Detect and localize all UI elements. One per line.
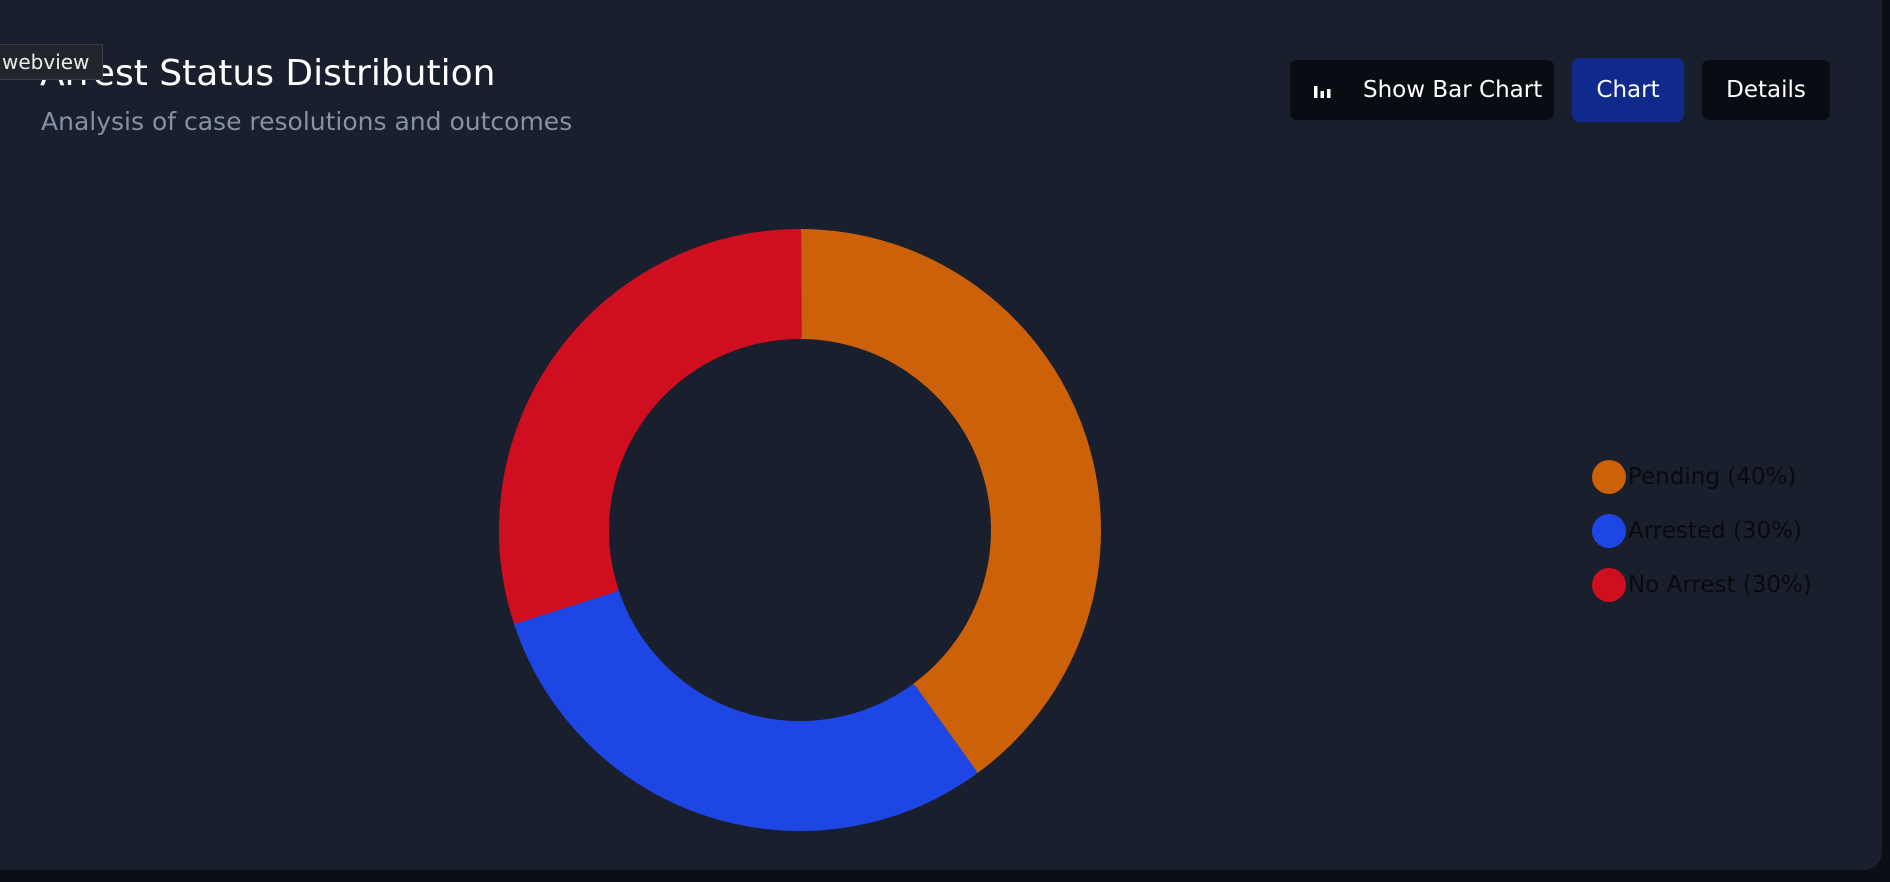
bar-chart-icon: [1312, 80, 1332, 100]
legend-item: Pending (40%): [1592, 458, 1812, 496]
show-bar-chart-button[interactable]: Show Bar Chart: [1290, 60, 1554, 120]
page-subtitle: Analysis of case resolutions and outcome…: [41, 107, 573, 136]
legend-swatch: [1592, 460, 1626, 494]
webview-tag: webview: [0, 44, 104, 80]
legend-label: Arrested (30%): [1628, 518, 1803, 544]
legend-label: No Arrest (30%): [1628, 572, 1812, 598]
donut-slice-arrested[interactable]: [514, 588, 977, 831]
chart-legend: Pending (40%) Arrested (30%) No Arrest (30…: [1592, 458, 1812, 620]
details-view-button[interactable]: Details: [1702, 60, 1830, 120]
legend-item: Arrested (30%): [1592, 512, 1812, 550]
legend-swatch: [1592, 568, 1626, 602]
donut-slice-no-arrest[interactable]: [499, 229, 802, 624]
donut-chart: [499, 229, 1101, 831]
legend-item: No Arrest (30%): [1592, 566, 1812, 604]
show-bar-chart-label: Show Bar Chart: [1363, 77, 1543, 103]
legend-label: Pending (40%): [1628, 464, 1797, 490]
chart-view-button[interactable]: Chart: [1572, 58, 1684, 122]
page-title: Arrest Status Distribution: [40, 53, 496, 94]
legend-swatch: [1592, 514, 1626, 548]
donut-slice-pending[interactable]: [798, 229, 1101, 774]
